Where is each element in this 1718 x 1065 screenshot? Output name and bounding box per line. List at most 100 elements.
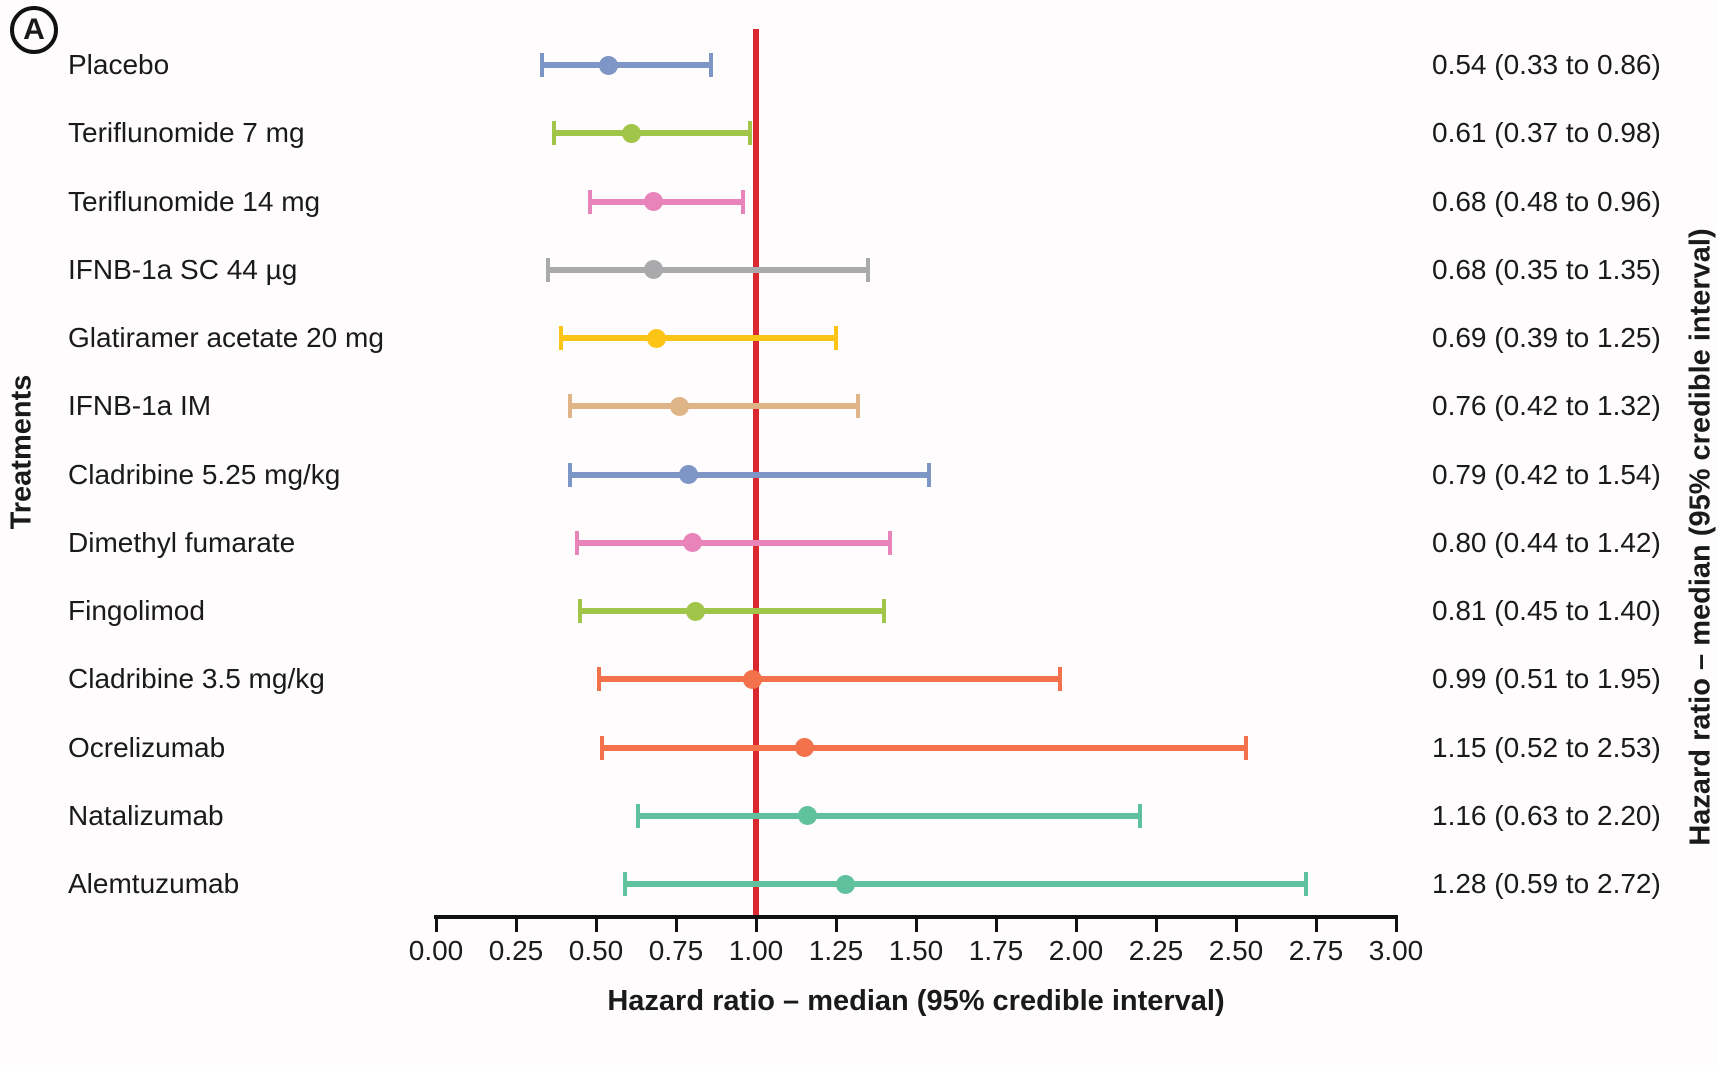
treatment-label-placebo: Placebo <box>68 49 170 80</box>
ci-bar-ocrelizumab <box>602 744 1246 751</box>
ci-cap-left-ifnb-1a-im <box>568 394 573 419</box>
value-label-cladribine-5-25-mg-kg: 0.79 (0.42 to 1.54) <box>1432 458 1661 490</box>
ci-cap-right-ocrelizumab <box>1243 735 1248 760</box>
ci-cap-left-teriflunomide-7-mg <box>552 121 557 146</box>
x-tick-label-1.75: 1.75 <box>968 935 1024 966</box>
x-tick-label-2.25: 2.25 <box>1128 935 1184 966</box>
ci-cap-left-natalizumab <box>635 803 640 828</box>
median-dot-ifnb-1a-sc-44-g <box>644 260 664 280</box>
median-dot-glatiramer-acetate-20-mg <box>647 328 667 348</box>
x-tick-label-2.00: 2.00 <box>1048 935 1104 966</box>
ci-cap-right-fingolimod <box>882 599 886 623</box>
x-tick-1.75 <box>994 919 998 932</box>
ci-cap-right-ifnb-1a-im <box>856 394 861 419</box>
ci-cap-right-natalizumab <box>1138 803 1142 828</box>
x-tick-0.00 <box>434 919 438 932</box>
x-tick-label-3.00: 3.00 <box>1368 935 1424 966</box>
ci-bar-dimethyl-fumarate <box>576 539 891 546</box>
treatment-label-natalizumab: Natalizumab <box>68 799 224 831</box>
value-label-glatiramer-acetate-20-mg: 0.69 (0.39 to 1.25) <box>1432 322 1661 353</box>
median-dot-cladribine-3-5-mg-kg <box>743 669 763 689</box>
ci-cap-left-alemtuzumab <box>622 872 627 896</box>
treatment-label-fingolimod: Fingolimod <box>68 595 205 626</box>
median-dot-teriflunomide-7-mg <box>621 123 641 143</box>
ci-bar-teriflunomide-14-mg <box>589 198 744 205</box>
ci-cap-right-cladribine-3-5-mg-kg <box>1058 667 1062 692</box>
ci-bar-placebo <box>541 62 712 68</box>
panel-label: A <box>23 13 45 46</box>
x-tick-label-1.00: 1.00 <box>728 935 784 966</box>
ci-cap-left-ocrelizumab <box>600 735 605 760</box>
x-tick-2.50 <box>1234 919 1238 932</box>
ci-cap-right-ifnb-1a-sc-44-g <box>866 257 870 282</box>
value-label-dimethyl-fumarate: 0.80 (0.44 to 1.42) <box>1432 526 1661 558</box>
panel-label-badge: A <box>10 6 58 54</box>
value-label-fingolimod: 0.81 (0.45 to 1.40) <box>1432 595 1661 626</box>
x-tick-2.75 <box>1314 919 1318 932</box>
ci-cap-left-teriflunomide-14-mg <box>587 189 592 214</box>
x-tick-label-2.75: 2.75 <box>1288 935 1344 966</box>
ci-cap-left-cladribine-3-5-mg-kg <box>597 667 602 692</box>
treatment-label-cladribine-5-25-mg-kg: Cladribine 5.25 mg/kg <box>68 458 341 490</box>
x-tick-label-0.75: 0.75 <box>648 935 704 966</box>
value-label-ocrelizumab: 1.15 (0.52 to 2.53) <box>1432 731 1661 763</box>
treatment-label-glatiramer-acetate-20-mg: Glatiramer acetate 20 mg <box>68 322 384 353</box>
ci-cap-right-dimethyl-fumarate <box>888 530 893 555</box>
median-dot-fingolimod <box>685 601 705 621</box>
ci-cap-right-alemtuzumab <box>1304 872 1309 896</box>
ci-bar-fingolimod <box>580 608 884 614</box>
ci-cap-left-dimethyl-fumarate <box>574 530 579 555</box>
x-tick-2.25 <box>1154 919 1158 932</box>
x-tick-1.00 <box>754 919 758 932</box>
median-dot-teriflunomide-14-mg <box>644 192 664 211</box>
value-label-teriflunomide-14-mg: 0.68 (0.48 to 0.96) <box>1432 185 1661 217</box>
treatment-label-ifnb-1a-im: IFNB-1a IM <box>68 390 212 422</box>
ci-bar-ifnb-1a-sc-44-g <box>548 266 868 273</box>
x-tick-label-0.00: 0.00 <box>408 935 464 966</box>
x-tick-1.25 <box>834 919 838 932</box>
value-label-natalizumab: 1.16 (0.63 to 2.20) <box>1432 799 1661 831</box>
x-axis-line <box>434 915 1398 919</box>
median-dot-natalizumab <box>797 806 817 826</box>
ci-bar-alemtuzumab <box>624 881 1307 887</box>
value-label-ifnb-1a-im: 0.76 (0.42 to 1.32) <box>1432 390 1661 422</box>
x-tick-label-1.50: 1.50 <box>888 935 944 966</box>
ci-bar-ifnb-1a-im <box>570 403 859 410</box>
ci-cap-right-glatiramer-acetate-20-mg <box>834 326 838 350</box>
median-dot-dimethyl-fumarate <box>682 533 702 553</box>
x-tick-3.00 <box>1394 919 1398 932</box>
ci-bar-cladribine-3-5-mg-kg <box>599 676 1060 683</box>
ci-cap-left-placebo <box>539 53 544 77</box>
value-label-teriflunomide-7-mg: 0.61 (0.37 to 0.98) <box>1432 117 1661 149</box>
ci-cap-right-placebo <box>709 53 714 77</box>
median-dot-ifnb-1a-im <box>669 396 689 416</box>
ci-bar-natalizumab <box>637 812 1140 819</box>
ci-cap-left-ifnb-1a-sc-44-g <box>546 257 550 282</box>
median-dot-cladribine-5-25-mg-kg <box>679 465 699 484</box>
x-tick-2.00 <box>1074 919 1078 932</box>
value-label-cladribine-3-5-mg-kg: 0.99 (0.51 to 1.95) <box>1432 663 1661 695</box>
median-dot-alemtuzumab <box>836 874 856 894</box>
ci-cap-right-teriflunomide-14-mg <box>741 189 746 214</box>
x-tick-label-1.25: 1.25 <box>808 935 864 966</box>
ci-bar-cladribine-5-25-mg-kg <box>570 471 929 478</box>
treatment-label-ifnb-1a-sc-44-g: IFNB-1a SC 44 µg <box>68 253 298 285</box>
treatment-label-dimethyl-fumarate: Dimethyl fumarate <box>68 526 296 558</box>
ci-cap-left-glatiramer-acetate-20-mg <box>558 326 563 350</box>
x-tick-label-0.25: 0.25 <box>488 935 544 966</box>
y-axis-left-title: Treatments <box>5 374 38 530</box>
y-axis-right-title: Hazard ratio – median (95% credible inte… <box>1684 228 1717 846</box>
treatment-label-alemtuzumab: Alemtuzumab <box>68 868 240 899</box>
median-dot-ocrelizumab <box>794 738 814 757</box>
x-axis-title: Hazard ratio – median (95% credible inte… <box>607 985 1225 1017</box>
x-tick-0.25 <box>514 919 518 932</box>
value-label-placebo: 0.54 (0.33 to 0.86) <box>1432 49 1661 80</box>
x-tick-label-2.50: 2.50 <box>1208 935 1264 966</box>
treatment-label-ocrelizumab: Ocrelizumab <box>68 731 226 763</box>
x-tick-1.50 <box>914 919 918 932</box>
treatment-label-cladribine-3-5-mg-kg: Cladribine 3.5 mg/kg <box>68 663 325 695</box>
median-dot-placebo <box>599 55 619 75</box>
value-label-alemtuzumab: 1.28 (0.59 to 2.72) <box>1432 868 1661 899</box>
treatment-label-teriflunomide-7-mg: Teriflunomide 7 mg <box>68 117 305 149</box>
